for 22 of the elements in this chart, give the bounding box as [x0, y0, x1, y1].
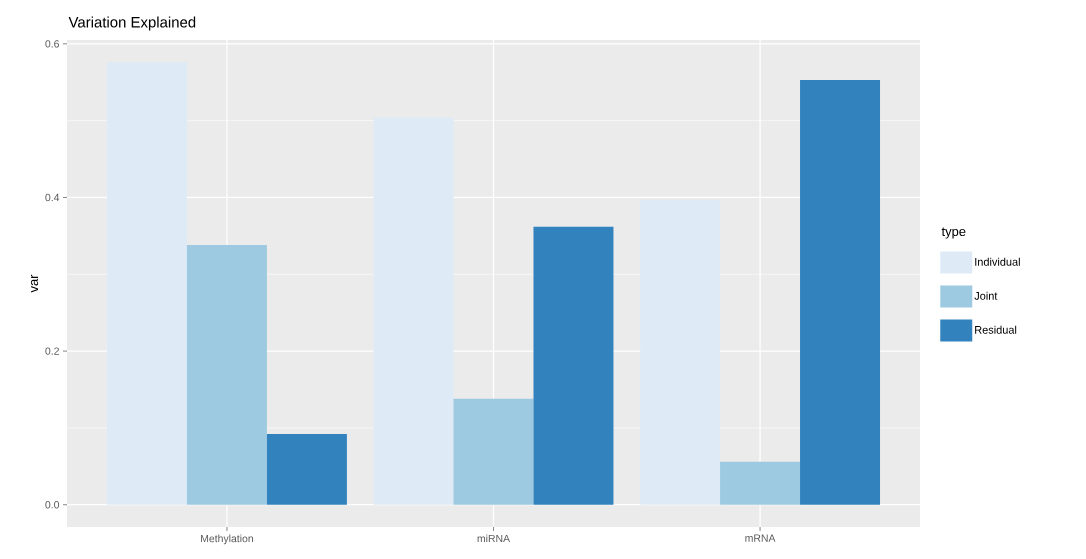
- bar: [106, 62, 187, 505]
- bar: [533, 226, 614, 505]
- x-tick-label: miRNA: [477, 534, 511, 543]
- legend-label: Individual: [975, 257, 1020, 266]
- y-tick-label: 0.0: [45, 501, 60, 509]
- bar: [453, 398, 534, 505]
- x-tick-label: Methylation: [201, 534, 253, 545]
- bar: [640, 199, 721, 505]
- y-tick-label: 0.6: [45, 40, 60, 48]
- bar: [186, 245, 267, 505]
- legend-label: Residual: [975, 325, 1017, 334]
- legend-title: type: [941, 227, 966, 239]
- legend-label: Joint: [974, 291, 998, 300]
- bar: [720, 461, 801, 505]
- x-tick-label: mRNA: [745, 534, 776, 542]
- y-tick-label: 0.2: [45, 347, 59, 355]
- bar: [800, 79, 881, 505]
- y-tick-label: 0.4: [45, 193, 60, 202]
- bar: [373, 117, 454, 505]
- bar: [266, 434, 347, 505]
- y-axis-title: var: [31, 274, 39, 293]
- chart-title: Variation Explained: [68, 16, 196, 31]
